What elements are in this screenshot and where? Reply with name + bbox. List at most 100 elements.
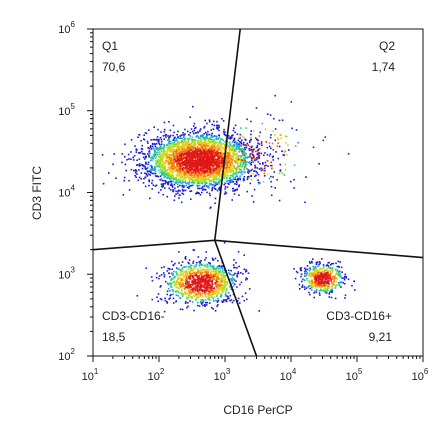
event-point [138, 158, 141, 160]
event-point [275, 151, 277, 153]
event-point [326, 268, 328, 270]
event-point [136, 149, 138, 151]
event-point [322, 289, 324, 292]
event-point [177, 136, 179, 138]
event-point [217, 273, 220, 276]
event-point [208, 290, 210, 293]
event-point [168, 149, 171, 152]
event-point [227, 161, 230, 163]
event-point [315, 283, 317, 285]
event-point [264, 165, 266, 167]
event-point [113, 153, 115, 155]
event-point [223, 176, 225, 178]
event-point [184, 160, 186, 163]
event-point [227, 296, 229, 298]
event-point [203, 165, 206, 167]
event-point [134, 169, 137, 172]
event-point [202, 295, 204, 298]
event-point [283, 174, 286, 176]
event-point [199, 278, 201, 281]
event-point [185, 293, 187, 295]
event-point [190, 142, 193, 145]
event-point [205, 166, 208, 169]
event-point [200, 169, 202, 171]
event-point [231, 179, 234, 181]
event-point [189, 135, 192, 137]
event-point [203, 163, 206, 165]
event-point [240, 127, 242, 129]
event-point [199, 262, 201, 264]
event-point [173, 131, 175, 134]
event-point [159, 136, 162, 139]
event-point [215, 136, 218, 138]
event-point [264, 128, 267, 131]
event-point [158, 162, 161, 164]
event-point [225, 300, 228, 302]
event-point [197, 155, 200, 157]
event-point [198, 143, 200, 146]
event-point [151, 166, 153, 169]
event-point [220, 293, 222, 295]
event-point [177, 276, 179, 278]
event-point [244, 157, 246, 159]
event-point [340, 276, 342, 278]
event-point [196, 142, 199, 145]
event-point [336, 273, 338, 276]
event-point [336, 270, 339, 273]
event-point [210, 280, 213, 282]
event-point [195, 159, 197, 162]
event-point [149, 146, 152, 149]
event-point [239, 148, 241, 150]
event-point [216, 292, 219, 294]
event-point [224, 286, 226, 289]
event-point [235, 159, 237, 161]
event-point [184, 148, 186, 150]
event-point [254, 164, 256, 167]
event-point [196, 134, 198, 137]
event-point [163, 145, 166, 147]
event-point [179, 141, 182, 144]
event-point [190, 144, 193, 147]
event-point [203, 132, 206, 135]
event-point [175, 286, 178, 288]
event-point [162, 193, 164, 196]
event-point [179, 172, 181, 174]
event-point [274, 187, 276, 189]
event-point [200, 159, 203, 162]
event-point [314, 283, 316, 285]
event-point [182, 283, 184, 285]
event-point [170, 174, 172, 177]
event-point [150, 276, 153, 278]
event-point [221, 143, 223, 145]
event-point [212, 276, 215, 279]
event-point [222, 275, 225, 278]
event-point [170, 167, 173, 169]
event-point [185, 281, 188, 284]
event-point [162, 135, 165, 137]
event-point [194, 145, 197, 147]
event-point [198, 141, 201, 143]
event-point [262, 169, 264, 172]
event-point [258, 310, 260, 312]
event-point [178, 158, 180, 161]
event-point [210, 287, 212, 289]
event-point [234, 178, 236, 180]
event-point [318, 163, 320, 165]
event-point [196, 301, 199, 304]
event-point [169, 158, 172, 161]
event-point [206, 133, 208, 135]
event-point [235, 183, 238, 186]
event-point [165, 152, 168, 154]
event-point [217, 293, 219, 295]
event-point [218, 291, 220, 293]
event-point [181, 181, 184, 183]
event-point [213, 138, 216, 141]
event-point [224, 283, 226, 285]
event-point [188, 144, 191, 146]
event-point [199, 164, 201, 167]
event-point [196, 274, 199, 277]
event-point [168, 272, 170, 274]
event-point [200, 259, 202, 262]
event-point [344, 294, 347, 297]
event-point [241, 139, 243, 142]
